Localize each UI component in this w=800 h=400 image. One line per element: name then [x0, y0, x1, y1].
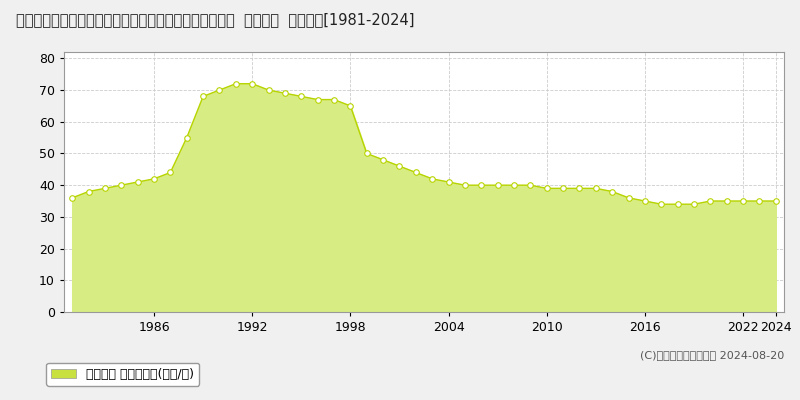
Text: 東京都西多摩郡瑞穂町大字箱根ケ崎字宿東２３６５番４  地価公示  地価推移[1981-2024]: 東京都西多摩郡瑞穂町大字箱根ケ崎字宿東２３６５番４ 地価公示 地価推移[1981…: [16, 12, 414, 27]
Legend: 地価公示 平均坪単価(万円/坪): 地価公示 平均坪単価(万円/坪): [46, 363, 199, 386]
Text: (C)土地価格ドットコム 2024-08-20: (C)土地価格ドットコム 2024-08-20: [640, 350, 784, 360]
